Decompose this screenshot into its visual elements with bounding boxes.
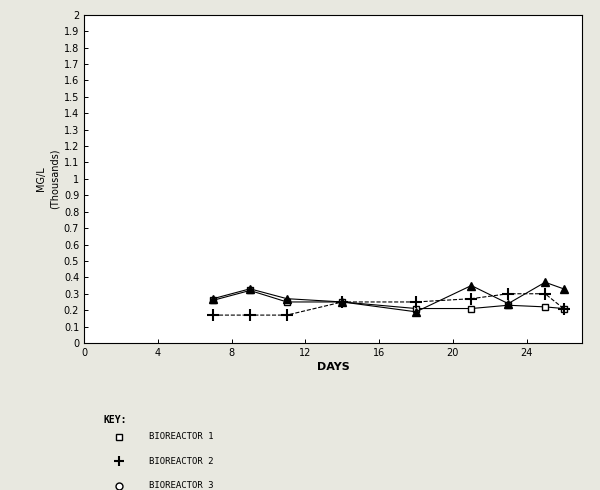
Text: BIOREACTOR 3: BIOREACTOR 3 [149, 481, 213, 490]
Text: KEY:: KEY: [104, 415, 127, 425]
Text: BIOREACTOR 1: BIOREACTOR 1 [149, 432, 213, 441]
Text: BIOREACTOR 2: BIOREACTOR 2 [149, 457, 213, 465]
X-axis label: DAYS: DAYS [317, 362, 349, 372]
Y-axis label: MG/L
(Thousands): MG/L (Thousands) [35, 148, 59, 209]
